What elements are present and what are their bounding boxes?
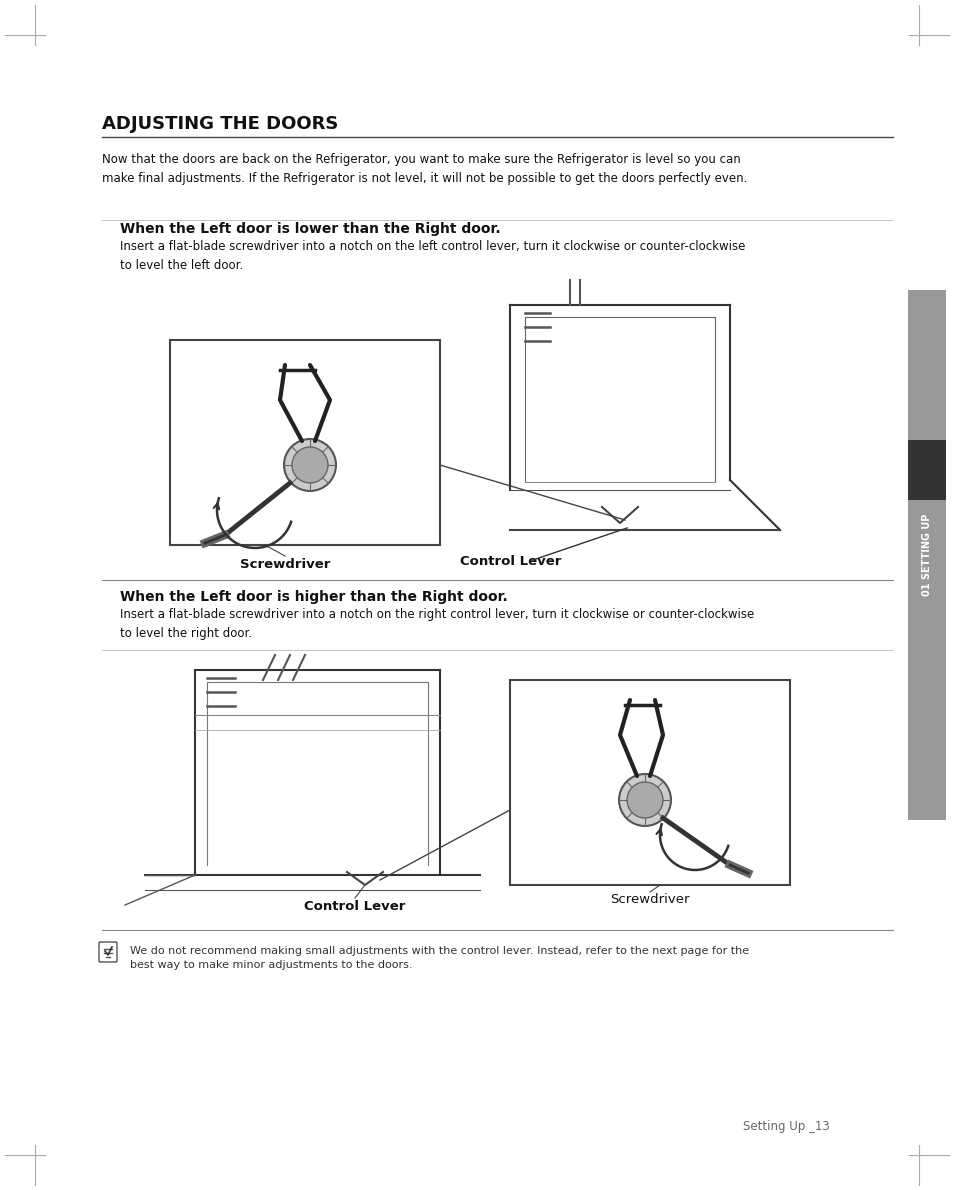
Text: Screwdriver: Screwdriver — [239, 558, 330, 571]
Text: When the Left door is lower than the Right door.: When the Left door is lower than the Rig… — [120, 223, 500, 236]
Bar — [907, 440, 945, 500]
Circle shape — [626, 782, 662, 818]
Text: Control Lever: Control Lever — [459, 555, 560, 568]
Bar — [907, 290, 945, 820]
Circle shape — [284, 439, 335, 491]
FancyBboxPatch shape — [99, 942, 117, 962]
Text: 01 SETTING UP: 01 SETTING UP — [921, 514, 931, 596]
Text: ADJUSTING THE DOORS: ADJUSTING THE DOORS — [102, 115, 338, 133]
Text: Control Lever: Control Lever — [304, 900, 405, 913]
Text: We do not recommend making small adjustments with the control lever. Instead, re: We do not recommend making small adjustm… — [130, 946, 748, 970]
Bar — [170, 340, 439, 545]
Text: Insert a flat-blade screwdriver into a notch on the right control lever, turn it: Insert a flat-blade screwdriver into a n… — [120, 608, 754, 639]
Circle shape — [292, 447, 328, 483]
Circle shape — [618, 774, 670, 826]
Text: When the Left door is higher than the Right door.: When the Left door is higher than the Ri… — [120, 590, 507, 605]
Text: Now that the doors are back on the Refrigerator, you want to make sure the Refri: Now that the doors are back on the Refri… — [102, 154, 746, 184]
Text: Screwdriver: Screwdriver — [610, 892, 689, 906]
Text: Setting Up _13: Setting Up _13 — [742, 1120, 829, 1133]
Text: Insert a flat-blade screwdriver into a notch on the left control lever, turn it : Insert a flat-blade screwdriver into a n… — [120, 240, 744, 271]
Bar — [510, 679, 789, 885]
